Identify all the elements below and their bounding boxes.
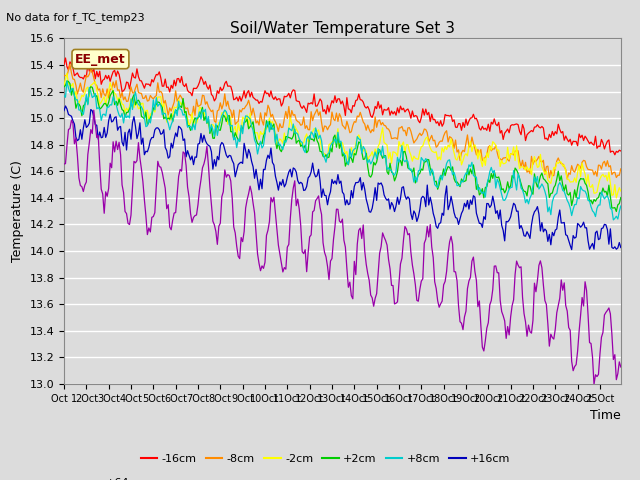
Text: EE_met: EE_met bbox=[75, 53, 126, 66]
Legend: +64cm: +64cm bbox=[81, 474, 151, 480]
X-axis label: Time: Time bbox=[590, 409, 621, 422]
Text: No data for f_TC_temp23: No data for f_TC_temp23 bbox=[6, 12, 145, 23]
Y-axis label: Temperature (C): Temperature (C) bbox=[11, 160, 24, 262]
Title: Soil/Water Temperature Set 3: Soil/Water Temperature Set 3 bbox=[230, 21, 455, 36]
